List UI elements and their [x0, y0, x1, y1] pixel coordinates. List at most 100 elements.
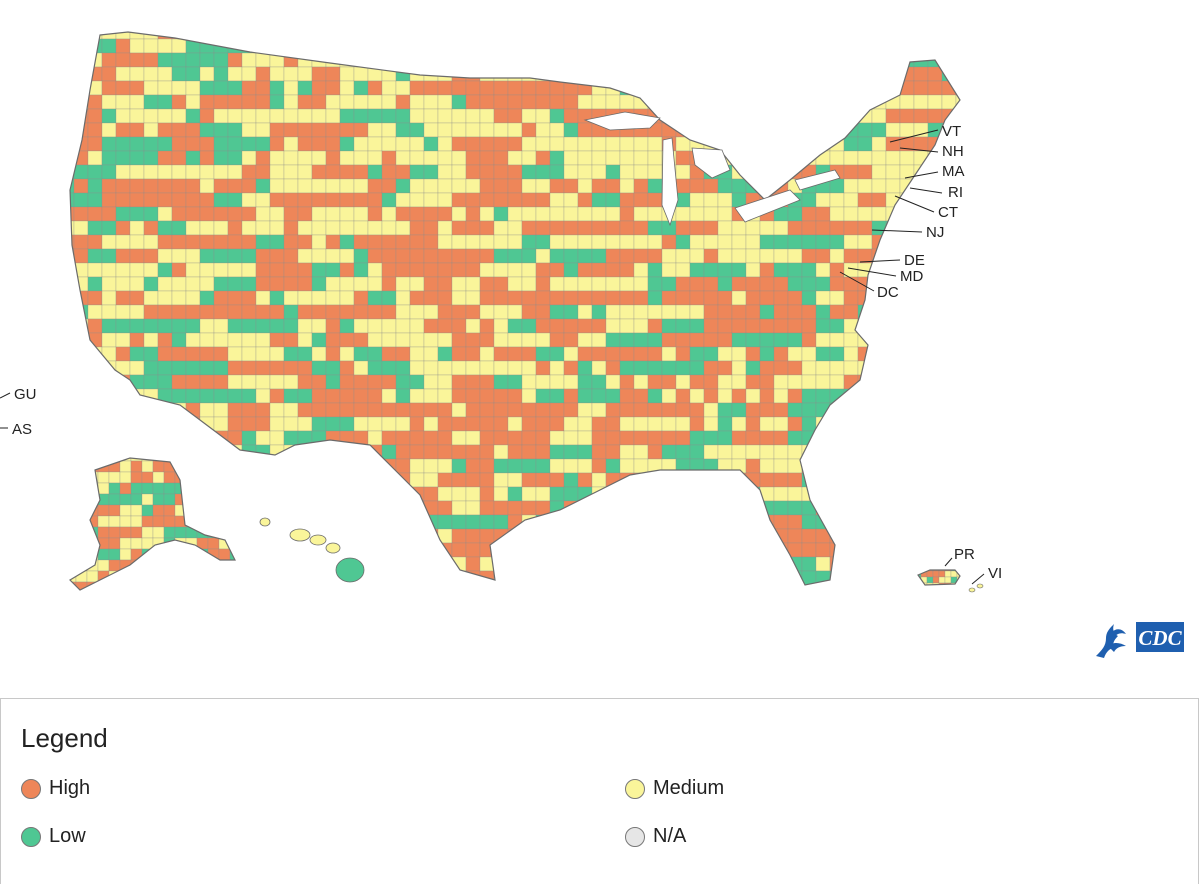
county-cell	[227, 38, 243, 54]
county-cell	[367, 584, 383, 585]
county-cell	[773, 514, 789, 530]
county-cell	[493, 444, 509, 460]
county-cell	[367, 164, 383, 180]
county-cell	[857, 304, 873, 320]
county-cell	[353, 416, 369, 432]
county-cell	[227, 178, 243, 194]
county-cell	[74, 599, 88, 613]
county-cell	[479, 318, 495, 334]
county-cell	[73, 192, 89, 208]
county-cell	[941, 402, 957, 418]
county-cell	[218, 458, 231, 462]
county-cell	[269, 108, 285, 124]
county-cell	[368, 599, 382, 613]
county-cell	[75, 559, 88, 572]
county-cell	[87, 593, 98, 604]
county-cell	[703, 206, 719, 222]
county-cell	[353, 108, 369, 124]
county-cell	[141, 559, 154, 572]
county-cell	[437, 262, 453, 278]
county-cell	[871, 220, 887, 236]
county-cell	[186, 599, 200, 613]
county-cell	[174, 458, 187, 462]
county-cell	[325, 262, 341, 278]
county-cell	[119, 548, 132, 561]
county-cell	[451, 122, 467, 138]
county-cell	[353, 290, 369, 306]
county-cell	[141, 515, 154, 528]
county-cell	[689, 514, 705, 530]
county-cell	[857, 164, 873, 180]
county-cell	[815, 192, 831, 208]
county-cell	[108, 482, 121, 495]
county-cell	[141, 581, 154, 590]
county-cell	[605, 542, 621, 558]
county-cell	[605, 416, 621, 432]
county-cell	[941, 430, 957, 446]
county-cell	[255, 32, 271, 40]
county-cell	[269, 192, 285, 208]
county-cell	[885, 136, 901, 152]
county-cell	[731, 290, 747, 306]
county-cell	[339, 584, 355, 585]
county-cell	[130, 581, 143, 590]
county-cell	[339, 374, 355, 390]
county-cell	[507, 80, 523, 96]
county-cell	[970, 67, 984, 81]
county-cell	[465, 430, 481, 446]
county-cell	[174, 548, 187, 561]
county-cell	[927, 318, 943, 334]
county-cell	[339, 486, 355, 502]
county-cell	[199, 486, 215, 502]
county-cell	[395, 262, 411, 278]
county-cell	[207, 460, 220, 473]
county-cell	[745, 346, 761, 362]
county-cell	[508, 599, 522, 613]
county-cell	[325, 584, 341, 585]
county-cell	[255, 108, 271, 124]
county-cell	[141, 504, 154, 517]
county-cell	[535, 178, 551, 194]
county-cell	[115, 178, 131, 194]
county-cell	[409, 570, 425, 585]
county-cell	[689, 108, 705, 124]
county-cell	[311, 472, 327, 488]
label-vt: VT	[942, 123, 961, 140]
county-cell	[465, 556, 481, 572]
label-de: DE	[904, 252, 925, 269]
county-cell	[199, 220, 215, 236]
county-cell	[325, 374, 341, 390]
county-cell	[423, 206, 439, 222]
county-cell	[787, 318, 803, 334]
county-cell	[885, 388, 901, 404]
county-cell	[70, 164, 75, 180]
county-cell	[423, 94, 439, 110]
county-cell	[857, 234, 873, 250]
county-cell	[577, 416, 593, 432]
county-cell	[493, 318, 509, 334]
county-cell	[689, 94, 705, 110]
county-cell	[381, 52, 397, 68]
county-cell	[129, 430, 145, 446]
county-cell	[731, 458, 747, 474]
county-cell	[423, 52, 439, 68]
county-cell	[591, 304, 607, 320]
county-cell	[619, 206, 635, 222]
county-cell	[311, 248, 327, 264]
county-cell	[605, 528, 621, 544]
great-lake	[691, 147, 731, 179]
county-group	[70, 458, 235, 604]
county-cell	[970, 333, 984, 347]
county-cell	[647, 304, 663, 320]
county-cell	[311, 52, 327, 68]
county-cell	[535, 122, 551, 138]
county-cell	[157, 374, 173, 390]
county-cell	[70, 526, 77, 539]
county-cell	[493, 346, 509, 362]
county-cell	[409, 458, 425, 474]
county-cell	[731, 584, 747, 585]
county-cell	[563, 416, 579, 432]
county-cell	[633, 444, 649, 460]
county-cell	[367, 248, 383, 264]
county-cell	[563, 178, 579, 194]
